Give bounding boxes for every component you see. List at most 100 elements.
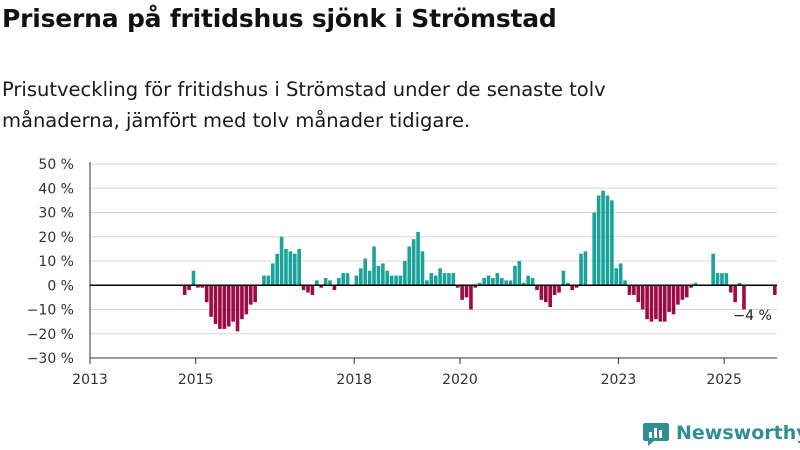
bar-positive — [605, 195, 610, 286]
x-tick-label: 2015 — [178, 372, 214, 388]
bar-positive — [433, 275, 438, 286]
y-tick-label: 20 % — [38, 230, 74, 246]
bar-positive — [610, 200, 614, 286]
brand-logo: Newsworthy — [642, 418, 800, 448]
bar-negative — [680, 285, 685, 300]
x-tick-label: 2020 — [442, 372, 478, 388]
bar-positive — [508, 280, 513, 286]
bar-negative — [548, 285, 553, 308]
bar-negative — [574, 285, 579, 288]
bar-positive — [407, 246, 412, 286]
bar-positive — [711, 253, 715, 286]
bar-positive — [561, 270, 566, 286]
bar-negative — [662, 285, 667, 322]
bar-positive — [592, 212, 597, 286]
bar-positive — [447, 273, 451, 286]
bar-positive — [530, 277, 535, 286]
bar-positive — [724, 273, 729, 286]
bar-negative — [231, 285, 235, 322]
brand-name: Newsworthy — [676, 422, 800, 444]
bar-positive — [579, 253, 583, 286]
bar-negative — [627, 285, 632, 295]
bar-positive — [416, 231, 420, 286]
bar-negative — [204, 285, 209, 303]
bar-positive — [323, 277, 328, 286]
bar-negative — [460, 285, 464, 300]
bar-positive — [614, 268, 619, 286]
bar-positive — [262, 275, 266, 286]
bar-positive — [720, 273, 724, 286]
bar-positive — [270, 263, 275, 286]
bar-negative — [235, 285, 240, 332]
bar-negative — [253, 285, 257, 303]
chart-subtitle: Prisutveckling för fritidshus i Strömsta… — [2, 78, 606, 132]
bar-negative — [535, 285, 539, 291]
bar-negative — [557, 285, 561, 293]
x-tick-label: 2018 — [336, 372, 372, 388]
bar-negative — [310, 285, 315, 295]
bar-negative — [464, 285, 469, 298]
bar-negative — [473, 285, 478, 288]
bar-positive — [389, 275, 394, 286]
bar-positive — [623, 280, 627, 286]
bar-positive — [367, 270, 372, 286]
bar-negative — [543, 285, 548, 303]
bar-negative — [684, 285, 689, 298]
x-tick-label: 2023 — [601, 372, 637, 388]
bar-positive — [491, 277, 495, 286]
bar-negative — [469, 285, 473, 310]
bar-positive — [354, 275, 359, 286]
data-label-latest: −4 % — [733, 308, 771, 324]
bar-positive — [486, 275, 491, 286]
bar-negative — [645, 285, 649, 320]
bar-negative — [552, 285, 557, 295]
bar-negative — [306, 285, 310, 293]
bar-positive — [513, 265, 517, 286]
bar-negative — [218, 285, 222, 329]
x-tick-label: 2025 — [706, 372, 742, 388]
bar-positive — [583, 251, 588, 286]
bar-positive — [495, 273, 500, 286]
bar-positive — [292, 253, 297, 286]
bar-positive — [477, 282, 482, 286]
bar-negative — [213, 285, 218, 325]
y-tick-label: 0 % — [47, 278, 74, 294]
bar-positive — [345, 273, 350, 286]
bar-positive — [398, 275, 403, 286]
bar-positive — [429, 273, 434, 286]
bar-negative — [667, 285, 671, 312]
bar-positive — [504, 280, 508, 286]
bar-positive — [526, 275, 530, 286]
bar-positive — [482, 277, 486, 286]
bar-negative — [319, 285, 324, 288]
bar-negative — [244, 285, 249, 315]
bar-positive — [191, 270, 196, 286]
bar-negative — [676, 285, 680, 305]
bar-chart: 50 % 40 % 30 % 20 % 10 % 0 % −10 % −20 % −30 % 20… — [27, 157, 777, 388]
bar-negative — [209, 285, 213, 317]
page-title: Priserna på fritidshus sjönk i Strömstad — [2, 4, 557, 33]
bar-positive — [279, 236, 284, 286]
bar-positive — [601, 190, 605, 286]
bar-negative — [632, 285, 636, 295]
bar-negative — [222, 285, 227, 329]
bar-positive — [284, 248, 288, 286]
bar-positive — [411, 239, 416, 286]
bar-positive — [715, 273, 720, 286]
bar-negative — [728, 285, 733, 293]
bar-negative — [772, 285, 777, 295]
bar-positive — [376, 265, 381, 286]
bar-negative — [182, 285, 187, 295]
bar-negative — [733, 285, 737, 303]
bar-negative — [689, 285, 693, 288]
bar-positive — [363, 258, 368, 286]
bar-negative — [570, 285, 575, 291]
x-tick-label: 2013 — [72, 372, 108, 388]
bar-positive — [328, 280, 332, 286]
y-tick-label: −20 % — [27, 327, 74, 343]
bar-negative — [301, 285, 306, 291]
y-tick-label: 10 % — [38, 254, 74, 270]
bar-negative — [248, 285, 253, 305]
bar-negative — [187, 285, 191, 291]
bar-positive — [314, 280, 319, 286]
